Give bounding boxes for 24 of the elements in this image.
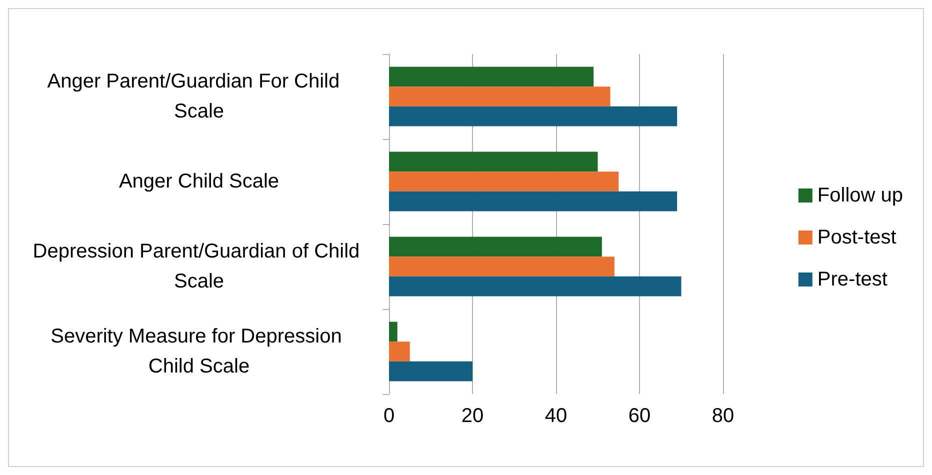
- x-tick-label: 60: [628, 405, 651, 427]
- legend-label: Pre-test: [817, 268, 888, 290]
- bar: [389, 361, 472, 382]
- bar: [389, 256, 614, 276]
- x-tick-label: 40: [544, 405, 568, 427]
- x-tick-label: 0: [383, 405, 395, 427]
- bar: [389, 276, 682, 296]
- bar: [389, 86, 610, 106]
- bar: [389, 172, 619, 192]
- bar: [389, 191, 678, 212]
- bar: [389, 106, 678, 126]
- bar: [389, 322, 398, 342]
- bar: [389, 152, 598, 172]
- x-tick-label: 20: [461, 405, 484, 427]
- y-tick-label: Severity Measure for Depression Child Scale: [50, 326, 348, 378]
- legend-label: Follow up: [817, 184, 904, 206]
- x-tick-label: 80: [712, 405, 734, 427]
- bar: [389, 236, 602, 257]
- legend-label: Post-test: [817, 226, 897, 248]
- bar: [389, 66, 594, 87]
- bar: [389, 342, 410, 362]
- y-tick-label: Depression Parent/Guardian of Child Scale: [32, 240, 366, 292]
- y-tick-label: Anger Child Scale: [118, 170, 280, 192]
- y-tick-label: Anger Parent/Guardian For Child Scale: [47, 70, 351, 122]
